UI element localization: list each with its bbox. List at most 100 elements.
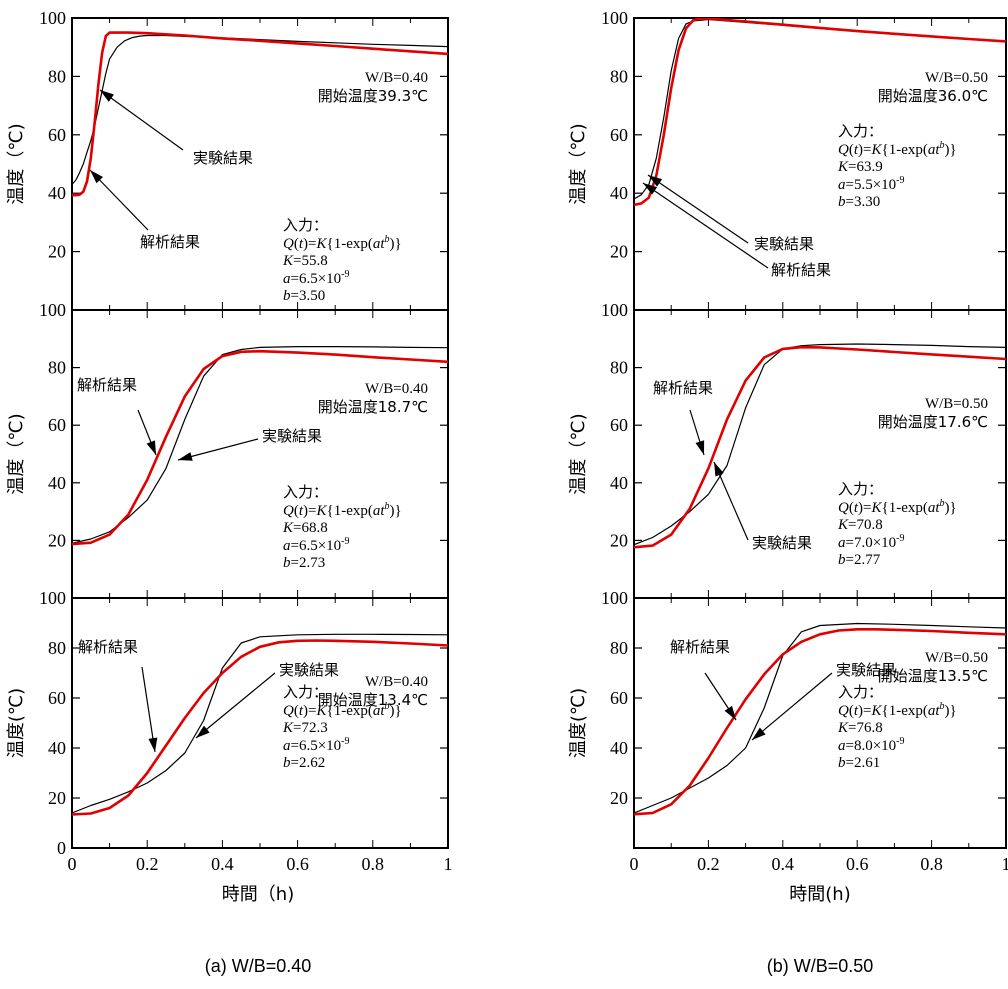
x-tick-label: 0.6	[286, 854, 309, 874]
y-tick-label: 100	[601, 8, 628, 28]
y-tick-label: 60	[48, 688, 66, 708]
formula-heading: 入力：	[283, 683, 328, 701]
start-temperature-label: 開始温度17.6℃	[878, 413, 988, 431]
y-tick-label: 100	[39, 8, 66, 28]
panel-b3: 204060801000 0.2 0.4 0.6 0.8 1温度(℃)W/B=0.50開始…	[568, 588, 1008, 874]
wb-ratio-label: W/B=0.40	[365, 674, 428, 690]
y-tick-label: 60	[610, 688, 628, 708]
analysis-label: 解析結果	[670, 638, 730, 656]
formula-b: b=2.61	[838, 755, 880, 771]
analysis-arrow	[138, 410, 156, 455]
y-tick-label: 60	[48, 415, 66, 435]
analysis-arrow	[90, 170, 148, 230]
formula-a: a=6.5×10-9	[283, 269, 350, 287]
caption-a: (a) W/B=0.40	[205, 956, 312, 976]
experiment-arrow	[100, 90, 183, 150]
y-tick-label: 60	[610, 125, 628, 145]
panels: 20406080100温度（℃)W/B=0.40開始温度39.3℃入力：Q(t)…	[6, 8, 1008, 874]
y-tick-label: 80	[48, 358, 66, 378]
x-axis-label-a: 時間（h)	[222, 884, 294, 905]
wb-ratio-label: W/B=0.40	[365, 381, 428, 397]
wb-ratio-label: W/B=0.50	[925, 70, 988, 86]
formula-a: a=6.5×10-9	[283, 536, 350, 554]
x-tick-label: 0.2	[697, 854, 720, 874]
wb-ratio-label: W/B=0.50	[925, 650, 988, 666]
y-tick-label: 40	[48, 183, 66, 203]
y-tick-label: 20	[610, 788, 628, 808]
analysis-label: 解析結果	[771, 261, 831, 279]
x-axis-label-b: 時間(h)	[789, 884, 850, 905]
formula-expression: Q(t)=K{1-exp(atb)}	[838, 701, 957, 719]
formula-a: a=5.5×10-9	[838, 175, 905, 193]
analysis-arrow	[690, 410, 704, 455]
formula-heading: 入力：	[838, 480, 883, 498]
formula-expression: Q(t)=K{1-exp(atb)}	[283, 501, 402, 519]
formula-b: b=3.50	[283, 288, 325, 304]
analysis-label: 解析結果	[77, 376, 137, 394]
y-tick-label: 100	[39, 588, 66, 608]
wb-ratio-label: W/B=0.50	[925, 396, 988, 412]
y-tick-label: 80	[610, 66, 628, 86]
experiment-label: 実験結果	[279, 661, 339, 679]
y-axis-label: 温度（℃)	[6, 123, 27, 204]
y-tick-label: 80	[610, 638, 628, 658]
y-tick-label: 80	[48, 638, 66, 658]
experiment-curve	[634, 20, 1006, 200]
formula-b: b=2.77	[838, 552, 881, 568]
analysis-arrow	[705, 673, 736, 720]
y-axis-label: 温度(℃)	[6, 688, 27, 758]
experiment-arrow	[648, 175, 748, 243]
panel-a2: 20406080100温度（℃)W/B=0.40開始温度18.7℃入力：Q(t)…	[6, 300, 448, 598]
y-tick-label: 20	[48, 788, 66, 808]
formula-k: K=76.8	[837, 720, 883, 736]
experiment-label: 実験結果	[836, 661, 896, 679]
y-tick-label: 40	[610, 183, 628, 203]
plot-frame	[72, 18, 448, 310]
formula-expression: Q(t)=K{1-exp(atb)}	[838, 498, 957, 516]
formula-b: b=2.73	[283, 555, 325, 571]
x-tick-label: 0.4	[211, 854, 234, 874]
analysis-arrow	[643, 183, 768, 268]
plot-frame	[72, 310, 448, 598]
formula-expression: Q(t)=K{1-exp(atb)}	[838, 140, 957, 158]
analysis-label: 解析結果	[140, 233, 200, 251]
formula-k: K=72.3	[282, 720, 328, 736]
experiment-label: 実験結果	[752, 534, 812, 552]
y-tick-label: 40	[48, 473, 66, 493]
y-axis-label: 温度（℃)	[6, 413, 27, 494]
formula-a: a=8.0×10-9	[838, 736, 905, 754]
x-tick-label: 0	[68, 854, 77, 874]
x-tick-label: 0.2	[136, 854, 159, 874]
y-axis-label: 温度（℃)	[568, 413, 589, 494]
experiment-label: 実験結果	[193, 149, 253, 167]
y-tick-label: 20	[48, 530, 66, 550]
y-tick-label: 100	[601, 300, 628, 320]
y-tick-label: 60	[48, 125, 66, 145]
plot-frame	[634, 310, 1006, 598]
analysis-curve	[72, 33, 448, 196]
analysis-label: 解析結果	[78, 638, 138, 656]
experiment-arrow	[178, 439, 258, 461]
x-tick-label: 1	[444, 854, 453, 874]
formula-heading: 入力：	[283, 483, 328, 501]
experiment-label: 実験結果	[262, 427, 322, 445]
y-tick-label: 100	[39, 300, 66, 320]
caption-b: (b) W/B=0.50	[767, 956, 874, 976]
start-temperature-label: 開始温度39.3℃	[318, 87, 428, 105]
y-tick-label: 80	[48, 66, 66, 86]
formula-b: b=3.30	[838, 194, 880, 210]
y-tick-label: 40	[48, 738, 66, 758]
formula-b: b=2.62	[283, 755, 325, 771]
x-tick-label: 1	[1002, 854, 1008, 874]
y-tick-label: 100	[601, 588, 628, 608]
analysis-curve	[634, 19, 1006, 205]
x-tick-label: 0.4	[772, 854, 795, 874]
formula-k: K=55.8	[282, 253, 328, 269]
formula-expression: Q(t)=K{1-exp(atb)}	[283, 701, 402, 719]
analysis-arrow	[142, 667, 157, 752]
formula-heading: 入力：	[838, 683, 883, 701]
